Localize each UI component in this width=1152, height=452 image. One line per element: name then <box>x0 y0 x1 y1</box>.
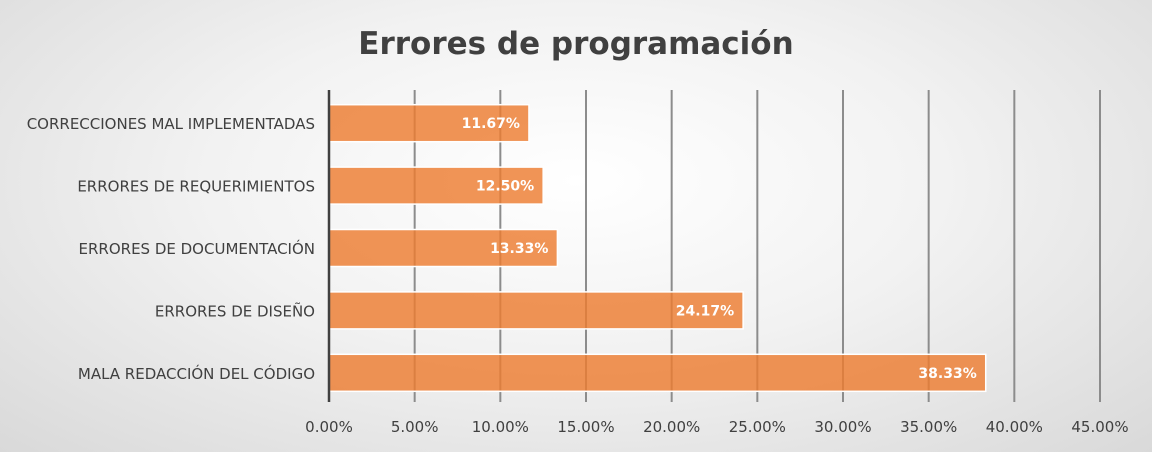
x-tick-label: 15.00% <box>557 418 614 436</box>
category-label: ERRORES DE DOCUMENTACIÓN <box>79 239 315 258</box>
x-tick-label: 20.00% <box>643 418 700 436</box>
x-tick-label: 10.00% <box>472 418 529 436</box>
category-label: MALA REDACCIÓN DEL CÓDIGO <box>78 364 315 383</box>
bar <box>328 353 987 393</box>
category-label: ERRORES DE DISEÑO <box>155 301 315 320</box>
bar <box>328 228 559 268</box>
category-label: ERRORES DE REQUERIMIENTOS <box>77 178 315 196</box>
data-label: 11.67% <box>462 116 520 132</box>
x-tick-label: 45.00% <box>1071 418 1128 436</box>
x-tick-label: 5.00% <box>391 418 439 436</box>
data-label: 12.50% <box>476 179 534 195</box>
bar <box>328 291 744 330</box>
x-tick-label: 35.00% <box>900 418 957 436</box>
x-tick-label: 30.00% <box>814 418 871 436</box>
category-label: CORRECCIONES MAL IMPLEMENTADAS <box>27 115 315 133</box>
bar <box>328 103 530 143</box>
x-tick-label: 0.00% <box>305 418 353 436</box>
data-label: 38.33% <box>918 366 976 382</box>
chart-title: Errores de programación <box>358 26 793 62</box>
data-label: 13.33% <box>490 241 548 257</box>
x-tick-label: 25.00% <box>729 418 786 436</box>
data-label: 24.17% <box>676 303 734 319</box>
x-tick-label: 40.00% <box>986 418 1043 436</box>
